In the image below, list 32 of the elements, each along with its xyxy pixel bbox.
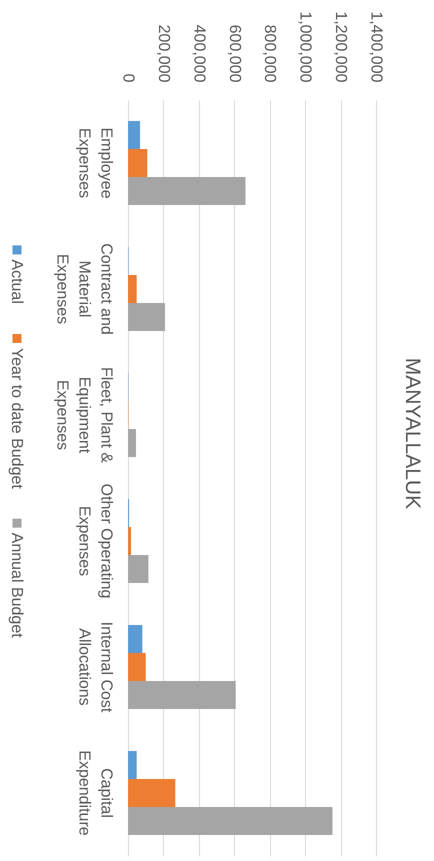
bar [128,680,236,710]
y-tick-label: Employee Expenses [76,127,114,199]
bar [128,624,142,653]
bar [128,177,246,206]
bar [128,303,166,332]
x-tick-label: 200,000 [154,24,172,83]
bar [128,526,132,555]
y-tick-label: Contract and Material Expenses [54,243,114,335]
y-tick-label: Capital Expenditure [76,750,114,836]
y-tick-label: Other Operating Expenses [76,484,114,598]
x-tick-label: 1,200,000 [332,11,350,83]
x-tick-label: 0 [120,74,136,83]
x-tick-label: 600,000 [226,24,243,83]
legend-label: Annual Budget [8,532,25,638]
x-tick-label: 800,000 [261,24,278,83]
bar [128,275,137,304]
bar [128,555,148,584]
text: MANYALLALUK [401,358,424,510]
bar [128,778,176,807]
bar [128,149,148,178]
bar [128,806,332,835]
y-tick-label: Fleet, Plant & Equipment Expenses [54,366,114,464]
bar [128,750,137,779]
bar [128,652,146,681]
bar [128,121,140,150]
y-tick-label: Internal Cost Allocations [76,622,114,713]
x-tick-label: 1,400,000 [368,11,384,83]
bar [128,429,136,458]
x-tick-label: 1,000,000 [296,11,314,83]
legend-label: Year to date Budget [8,348,25,490]
legend-label: Actual [8,259,25,304]
x-tick-label: 400,000 [190,24,208,83]
